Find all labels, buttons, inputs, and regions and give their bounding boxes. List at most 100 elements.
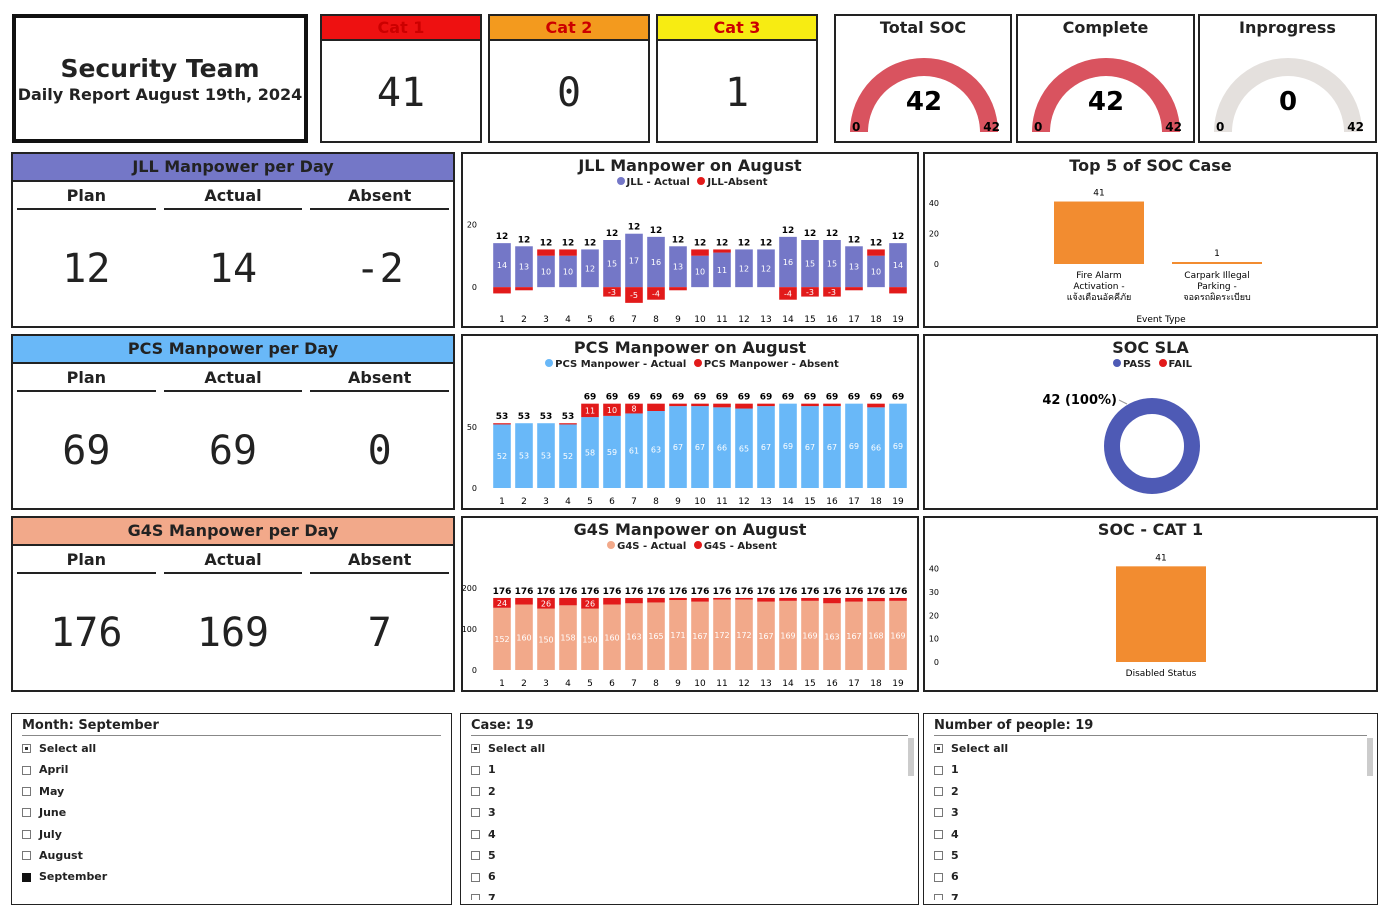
slicer-item[interactable]: 7 bbox=[934, 888, 1377, 900]
checkbox[interactable] bbox=[22, 872, 31, 882]
legend-dot bbox=[545, 359, 554, 367]
slicer-item-label: 5 bbox=[951, 848, 959, 862]
checkbox[interactable] bbox=[934, 851, 943, 861]
checkbox[interactable] bbox=[934, 829, 943, 839]
slicer-item[interactable]: 7 bbox=[471, 888, 918, 900]
leader-line bbox=[1118, 399, 1128, 405]
absent-bar bbox=[779, 597, 797, 601]
jll-chart-card: JLL Manpower on August JLL - Actual JLL-… bbox=[461, 152, 919, 328]
actual-label: 17 bbox=[629, 256, 639, 265]
checkbox[interactable] bbox=[471, 786, 480, 796]
slicer-item[interactable]: July bbox=[22, 824, 451, 845]
absent-bar bbox=[625, 597, 643, 604]
actual-bar bbox=[823, 240, 841, 288]
slicer-item[interactable]: 6 bbox=[471, 866, 918, 887]
slicer-item[interactable]: April bbox=[22, 759, 451, 780]
actual-label: 67 bbox=[761, 443, 771, 452]
actual-label: 10 bbox=[541, 267, 551, 276]
checkbox[interactable] bbox=[22, 765, 31, 775]
slicer-item[interactable]: Select all bbox=[22, 738, 451, 759]
absent-bar bbox=[757, 403, 775, 407]
checkbox[interactable] bbox=[471, 893, 480, 900]
slicer-item[interactable]: 6 bbox=[934, 866, 1377, 887]
actual-label: 69 bbox=[783, 442, 793, 451]
slicer-item[interactable]: 4 bbox=[471, 824, 918, 845]
soc-cat1-title: SOC - CAT 1 bbox=[1097, 520, 1204, 539]
gauge-value: 42 bbox=[906, 87, 942, 117]
checkbox[interactable] bbox=[934, 893, 943, 900]
checkbox[interactable] bbox=[471, 829, 480, 839]
total-label: 69 bbox=[694, 393, 707, 403]
actual-bar bbox=[493, 243, 511, 288]
inprogress-gauge: 0 0 42 bbox=[1214, 58, 1364, 134]
checkbox[interactable] bbox=[22, 786, 31, 796]
checkbox[interactable] bbox=[471, 872, 480, 882]
x-tick-label: 1 bbox=[499, 679, 505, 689]
total-label: 12 bbox=[628, 223, 641, 233]
slicer-item[interactable]: Select all bbox=[471, 738, 918, 759]
actual-bar bbox=[757, 406, 775, 488]
total-label: 12 bbox=[694, 238, 707, 248]
slicer-item[interactable]: 2 bbox=[471, 781, 918, 802]
slicer-item[interactable]: 3 bbox=[471, 802, 918, 823]
slicer-item[interactable]: 1 bbox=[934, 759, 1377, 780]
total-label: 69 bbox=[826, 393, 839, 403]
checkbox[interactable] bbox=[934, 808, 943, 818]
absent-label: 26 bbox=[541, 599, 551, 608]
checkbox[interactable] bbox=[934, 786, 943, 796]
absent-bar bbox=[493, 423, 511, 425]
total-label: 176 bbox=[713, 587, 732, 597]
slicer-item[interactable]: August bbox=[22, 845, 451, 866]
checkbox[interactable] bbox=[934, 872, 943, 882]
x-tick-label: 11 bbox=[716, 679, 727, 689]
slicer-item[interactable]: 1 bbox=[471, 759, 918, 780]
people-slicer-scrollbar[interactable] bbox=[1367, 738, 1373, 776]
checkbox[interactable] bbox=[934, 765, 943, 775]
checkbox[interactable] bbox=[471, 851, 480, 861]
checkbox[interactable] bbox=[471, 765, 480, 775]
absent-bar bbox=[515, 597, 533, 605]
absent-bar bbox=[735, 597, 753, 600]
actual-bar bbox=[515, 246, 533, 288]
absent-bar bbox=[669, 287, 687, 291]
case-slicer-scrollbar[interactable] bbox=[908, 738, 914, 776]
slicer-item[interactable]: 4 bbox=[934, 824, 1377, 845]
slicer-item[interactable]: June bbox=[22, 802, 451, 823]
checkbox[interactable] bbox=[22, 851, 31, 861]
slicer-item[interactable]: 2 bbox=[934, 781, 1377, 802]
total-label: 176 bbox=[691, 587, 710, 597]
pcs-stacked-chart: 5005253153532535335253458116955910696618… bbox=[467, 393, 907, 507]
y-tick-label: 30 bbox=[929, 588, 939, 597]
checkbox[interactable] bbox=[22, 808, 31, 818]
plan-header: Plan bbox=[17, 364, 156, 392]
actual-bar bbox=[845, 403, 863, 488]
top5-soc-title: Top 5 of SOC Case bbox=[1069, 156, 1232, 175]
gauge-track bbox=[1214, 58, 1362, 132]
actual-bar bbox=[537, 423, 555, 488]
slicer-item[interactable]: 5 bbox=[934, 845, 1377, 866]
slicer-item[interactable]: September bbox=[22, 866, 451, 887]
absent-label: 10 bbox=[607, 406, 617, 415]
slicer-item[interactable]: 3 bbox=[934, 802, 1377, 823]
g4s-chart-title: G4S Manpower on August bbox=[573, 520, 807, 539]
checkbox[interactable] bbox=[22, 829, 31, 839]
slicer-item[interactable]: Select all bbox=[934, 738, 1377, 759]
actual-label: 158 bbox=[560, 634, 575, 643]
slicer-item[interactable]: May bbox=[22, 781, 451, 802]
legend-dot bbox=[1158, 359, 1167, 367]
actual-label: 10 bbox=[871, 267, 881, 276]
absent-bar bbox=[713, 597, 731, 600]
plan-header: Plan bbox=[17, 546, 156, 574]
total-label: 12 bbox=[870, 238, 883, 248]
slicer-item[interactable]: 5 bbox=[471, 845, 918, 866]
checkbox[interactable] bbox=[471, 808, 480, 818]
complete-gauge-card: Complete 42 0 42 bbox=[1016, 14, 1195, 143]
checkbox[interactable] bbox=[22, 744, 31, 754]
checkbox[interactable] bbox=[471, 744, 480, 754]
pcs-chart-card: PCS Manpower on August PCS Manpower - Ac… bbox=[461, 334, 919, 510]
checkbox[interactable] bbox=[934, 744, 943, 754]
actual-bar bbox=[559, 605, 577, 670]
slicer-item-label: 3 bbox=[488, 806, 496, 820]
total-label: 69 bbox=[584, 393, 597, 403]
jll-chart-legend: JLL - Actual JLL-Absent bbox=[463, 177, 917, 188]
